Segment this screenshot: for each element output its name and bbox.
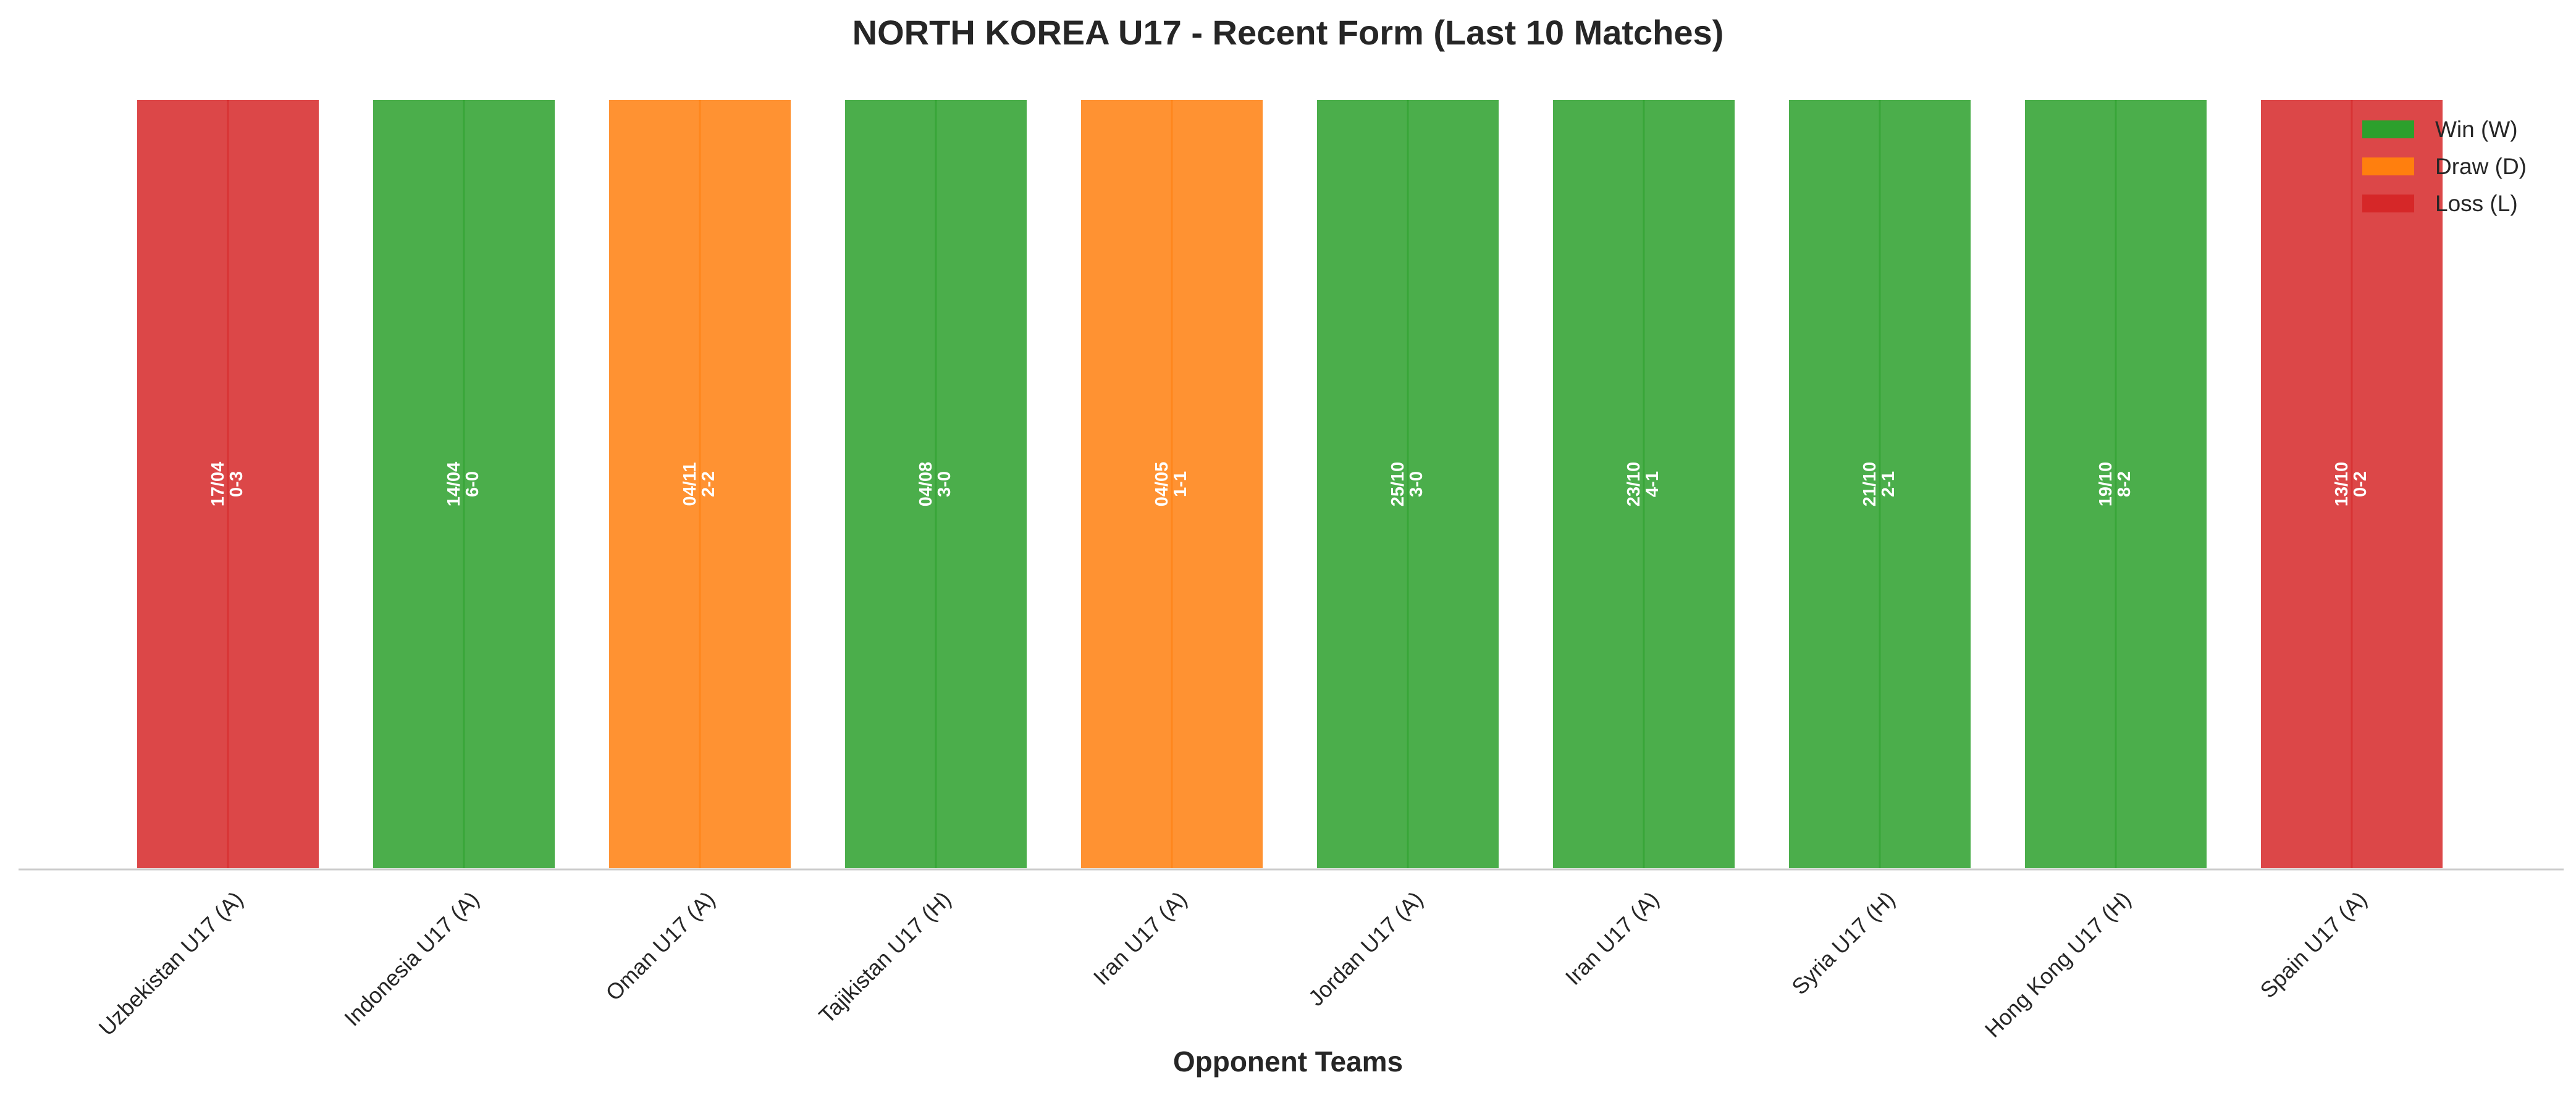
legend-label: Draw (D) <box>2435 154 2527 179</box>
bar-label: 23/104-1 <box>1624 462 1662 507</box>
bars-layer: 17/040-3 14/046-0 04/112-2 04/083-0 04/051-1… <box>135 98 2445 871</box>
bar-score-label: 0-2 <box>2351 471 2370 497</box>
bar-date-label: 19/10 <box>2096 462 2116 507</box>
bar-score-label: 1-1 <box>1171 471 1190 497</box>
bar-date-label: 04/08 <box>916 462 936 507</box>
legend-label: Loss (L) <box>2435 191 2518 216</box>
bar-date-label: 25/10 <box>1388 462 1408 507</box>
legend-swatch <box>2362 157 2414 175</box>
bar-score-label: 8-2 <box>2115 471 2134 497</box>
bar-date-label: 21/10 <box>1860 462 1880 507</box>
bar-date-label: 13/10 <box>2332 462 2352 507</box>
x-axis-label: Opponent Teams <box>1173 1045 1403 1078</box>
bar-score-label: 2-1 <box>1879 471 1898 497</box>
bar-score-label: 6-0 <box>463 471 482 497</box>
legend-swatch <box>2362 195 2414 212</box>
legend: Win (W) Draw (D) Loss (L) <box>2362 117 2527 216</box>
bar-date-label: 14/04 <box>444 462 464 507</box>
bar-label: 21/102-1 <box>1860 462 1898 507</box>
bar-score-label: 2-2 <box>699 471 718 497</box>
bar-label: 13/100-2 <box>2332 462 2370 507</box>
bar-date-label: 04/05 <box>1152 462 1172 507</box>
chart-title: NORTH KOREA U17 - Recent Form (Last 10 M… <box>852 13 1724 52</box>
bar-label: 04/083-0 <box>916 462 954 507</box>
legend-swatch <box>2362 120 2414 138</box>
bar-date-label: 23/10 <box>1624 462 1644 507</box>
bar-score-label: 3-0 <box>935 471 954 497</box>
bar-label: 14/046-0 <box>444 462 482 507</box>
bar-label: 04/112-2 <box>680 463 718 506</box>
bar-date-label: 04/11 <box>680 463 700 506</box>
bar-score-label: 3-0 <box>1407 471 1426 497</box>
bar-label: 19/108-2 <box>2096 462 2134 507</box>
bar-score-label: 4-1 <box>1643 471 1662 497</box>
bar-label: 17/040-3 <box>208 462 246 507</box>
bar-date-label: 17/04 <box>208 462 228 507</box>
bar-score-label: 0-3 <box>227 471 246 497</box>
legend-label: Win (W) <box>2435 117 2518 142</box>
bar-label: 04/051-1 <box>1152 462 1190 507</box>
bar-label: 25/103-0 <box>1388 462 1426 507</box>
